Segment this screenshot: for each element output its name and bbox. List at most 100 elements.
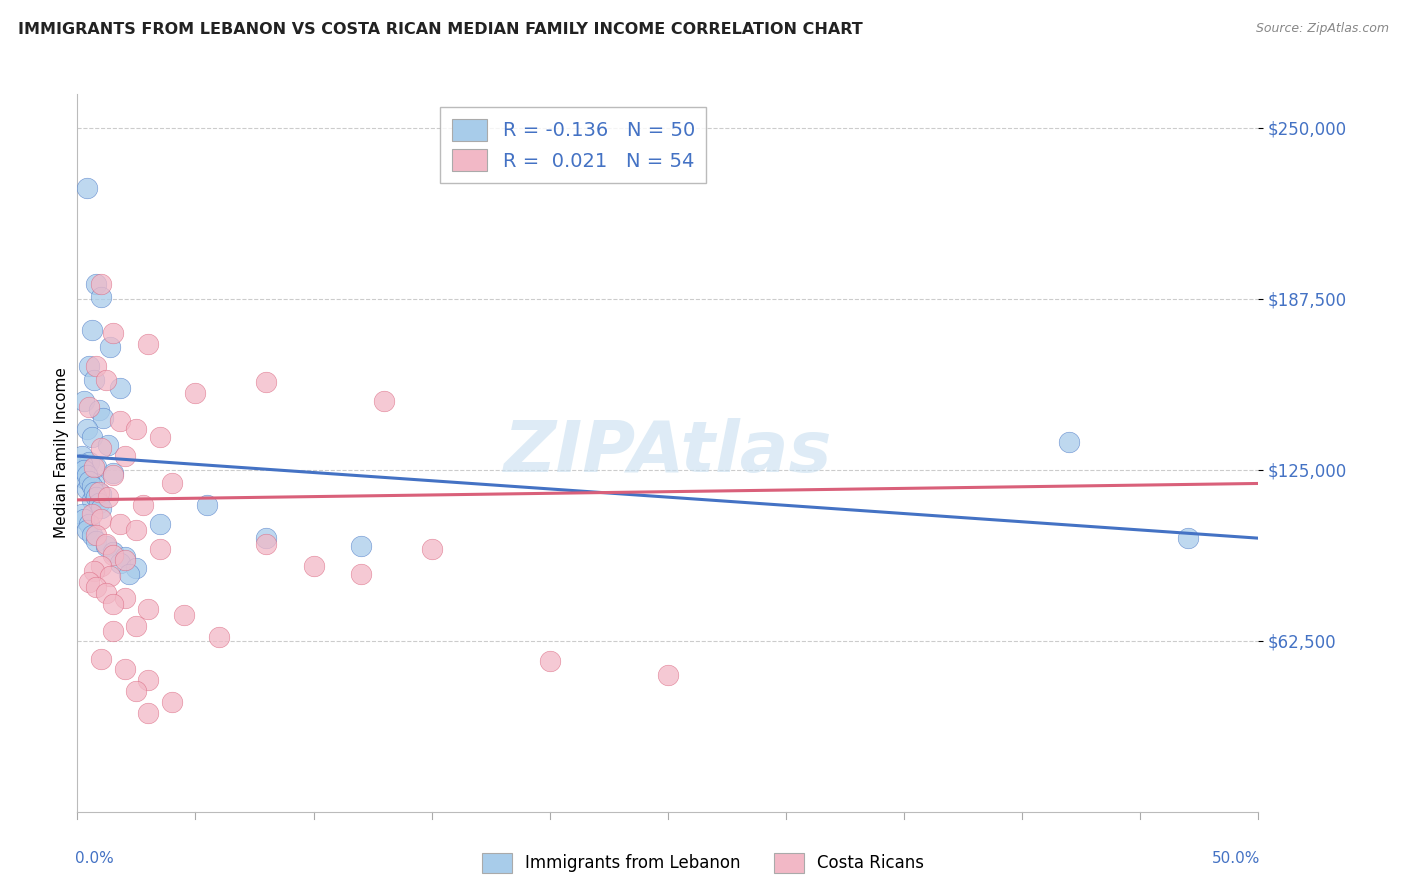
Point xyxy=(108,517,131,532)
Point xyxy=(90,441,112,455)
Point xyxy=(538,654,561,668)
Point xyxy=(114,663,136,677)
Point xyxy=(70,458,93,472)
Point xyxy=(101,466,124,480)
Point xyxy=(73,471,96,485)
Point xyxy=(73,512,96,526)
Point xyxy=(160,476,183,491)
Point xyxy=(350,566,373,581)
Point xyxy=(97,490,120,504)
Point xyxy=(149,430,172,444)
Point xyxy=(114,553,136,567)
Point xyxy=(100,340,122,354)
Point xyxy=(83,460,105,475)
Point xyxy=(91,410,114,425)
Point xyxy=(90,651,112,665)
Point xyxy=(76,482,98,496)
Text: Source: ZipAtlas.com: Source: ZipAtlas.com xyxy=(1256,22,1389,36)
Text: IMMIGRANTS FROM LEBANON VS COSTA RICAN MEDIAN FAMILY INCOME CORRELATION CHART: IMMIGRANTS FROM LEBANON VS COSTA RICAN M… xyxy=(18,22,863,37)
Point xyxy=(101,597,124,611)
Point xyxy=(83,476,105,491)
Point xyxy=(97,438,120,452)
Point xyxy=(108,556,131,570)
Point xyxy=(77,574,100,589)
Point xyxy=(125,422,148,436)
Point xyxy=(94,586,117,600)
Point xyxy=(136,337,159,351)
Point xyxy=(125,561,148,575)
Point xyxy=(100,569,122,583)
Point xyxy=(94,536,117,550)
Point xyxy=(125,684,148,698)
Point xyxy=(136,673,159,688)
Point xyxy=(1059,435,1081,450)
Point xyxy=(125,523,148,537)
Point xyxy=(84,460,107,475)
Point xyxy=(101,624,124,639)
Point xyxy=(108,413,131,427)
Point xyxy=(302,558,325,573)
Point xyxy=(90,501,112,516)
Point xyxy=(77,474,100,488)
Point xyxy=(101,548,124,562)
Point xyxy=(108,381,131,395)
Point xyxy=(76,468,98,483)
Point xyxy=(83,372,105,386)
Point xyxy=(73,394,96,409)
Point xyxy=(94,540,117,554)
Point xyxy=(80,492,103,507)
Point xyxy=(76,523,98,537)
Point xyxy=(90,512,112,526)
Point xyxy=(101,468,124,483)
Point xyxy=(80,430,103,444)
Point xyxy=(80,323,103,337)
Point xyxy=(87,484,110,499)
Point xyxy=(87,495,110,509)
Point xyxy=(73,463,96,477)
Y-axis label: Median Family Income: Median Family Income xyxy=(53,368,69,538)
Point xyxy=(90,487,112,501)
Point xyxy=(80,507,103,521)
Point xyxy=(173,607,195,622)
Point xyxy=(1177,531,1199,545)
Point xyxy=(208,630,231,644)
Point xyxy=(77,517,100,532)
Point xyxy=(114,550,136,565)
Point xyxy=(90,277,112,291)
Point xyxy=(77,400,100,414)
Point xyxy=(94,372,117,386)
Point xyxy=(254,536,277,550)
Point xyxy=(84,581,107,595)
Point xyxy=(350,540,373,554)
Legend: R = -0.136   N = 50, R =  0.021   N = 54: R = -0.136 N = 50, R = 0.021 N = 54 xyxy=(440,107,706,183)
Point xyxy=(136,706,159,721)
Point xyxy=(136,602,159,616)
Text: ZIPAtlas: ZIPAtlas xyxy=(503,418,832,487)
Point xyxy=(184,386,207,401)
Text: 50.0%: 50.0% xyxy=(1212,851,1261,866)
Point xyxy=(125,618,148,632)
Point xyxy=(101,545,124,559)
Point xyxy=(160,695,183,709)
Point xyxy=(84,359,107,373)
Point xyxy=(70,507,93,521)
Text: 0.0%: 0.0% xyxy=(75,851,114,866)
Point xyxy=(114,449,136,463)
Point xyxy=(195,499,218,513)
Point xyxy=(83,564,105,578)
Point xyxy=(114,591,136,606)
Point xyxy=(118,566,141,581)
Point xyxy=(84,533,107,548)
Point xyxy=(84,490,107,504)
Point xyxy=(84,528,107,542)
Point xyxy=(77,454,100,468)
Point xyxy=(83,484,105,499)
Point xyxy=(101,326,124,340)
Point xyxy=(87,402,110,417)
Legend: Immigrants from Lebanon, Costa Ricans: Immigrants from Lebanon, Costa Ricans xyxy=(475,847,931,880)
Point xyxy=(254,376,277,390)
Point xyxy=(90,558,112,573)
Point xyxy=(77,359,100,373)
Point xyxy=(254,531,277,545)
Point xyxy=(373,394,395,409)
